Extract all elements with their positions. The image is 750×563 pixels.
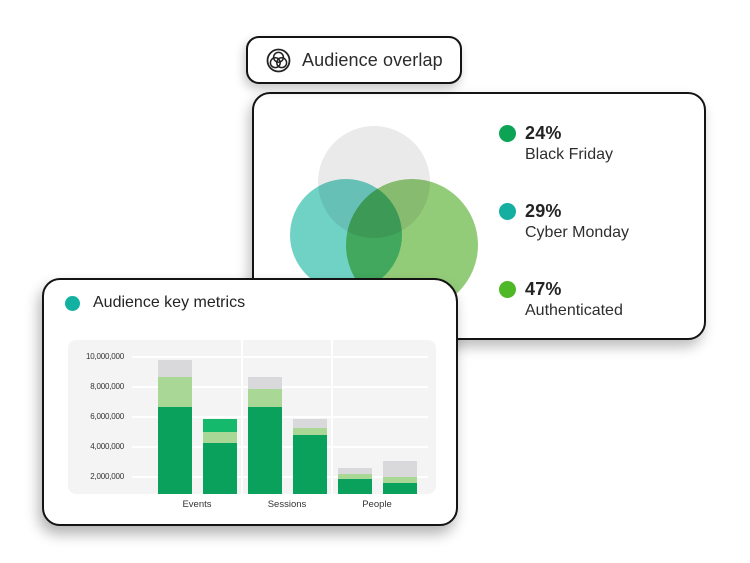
bar-segment: [247, 376, 282, 389]
bar-segment: [337, 478, 372, 494]
metrics-card-title: Audience key metrics: [93, 294, 246, 311]
category-group: [152, 340, 242, 494]
legend-item: 47% Authenticated: [499, 279, 629, 321]
venn-overlap-icon: [266, 48, 291, 72]
bar-segment: [247, 388, 282, 407]
legend-item: 29% Cyber Monday: [499, 201, 629, 243]
category-separator: [241, 340, 243, 494]
y-axis-label: 4,000,000: [90, 442, 124, 452]
stacked-bar-chart: 2,000,000 4,000,000 6,000,000 8,000,000 10,0…: [68, 340, 436, 494]
y-axis-label: 8,000,000: [90, 382, 124, 392]
stacked-bar: [382, 460, 417, 494]
audience-key-metrics-card: Audience key metrics 2,000,000 4,000,000 6…: [42, 278, 458, 526]
metrics-card-header: Audience key metrics: [65, 294, 245, 312]
legend-item: 24% Black Friday: [499, 123, 629, 165]
bar-segment: [202, 442, 237, 494]
legend-text: 24% Black Friday: [525, 123, 613, 165]
badge-label: Audience overlap: [302, 49, 443, 70]
category-separator: [331, 340, 333, 494]
bar-segment: [157, 406, 192, 494]
stacked-bar: [292, 418, 327, 494]
y-axis-label: 10,000,000: [85, 352, 124, 362]
bar-segment: [382, 483, 417, 494]
bar-segment: [157, 360, 192, 377]
bar-segment: [337, 474, 372, 479]
legend-percent: 24%: [525, 123, 562, 143]
x-axis-label: Events: [182, 499, 212, 510]
stacked-bar: [157, 360, 192, 494]
metrics-dot-icon: [65, 295, 80, 311]
y-axis-label: 2,000,000: [90, 472, 124, 482]
bar-segment: [247, 406, 282, 494]
gridline: [132, 356, 428, 359]
legend-label: Black Friday: [525, 146, 614, 163]
bar-segment: [292, 418, 327, 428]
legend-label: Authenticated: [525, 302, 623, 319]
x-axis-label: Sessions: [267, 499, 307, 510]
overlap-legend: 24% Black Friday 29% Cyber Monday 47% Authent…: [499, 123, 629, 321]
y-axis-label: 6,000,000: [90, 412, 124, 422]
bar-segment: [292, 427, 327, 436]
legend-percent: 29%: [525, 201, 562, 221]
bar-segment: [202, 418, 237, 433]
plot-area: [152, 340, 422, 494]
stacked-bar: [247, 376, 282, 494]
audience-overlap-badge[interactable]: Audience overlap: [246, 36, 462, 84]
bar-segment: [292, 435, 327, 494]
category-group: [242, 340, 332, 494]
bar-segment: [337, 468, 372, 475]
legend-percent: 47%: [525, 279, 562, 299]
legend-dot-icon: [499, 125, 516, 142]
stacked-bar: [337, 468, 372, 494]
bar-segment: [382, 460, 417, 478]
x-axis-label: People: [362, 499, 392, 510]
bar-segment: [202, 432, 237, 443]
stacked-bar: [202, 418, 237, 494]
bar-segment: [157, 376, 192, 407]
legend-text: 29% Cyber Monday: [525, 201, 629, 243]
legend-text: 47% Authenticated: [525, 279, 623, 321]
legend-dot-icon: [499, 281, 516, 298]
legend-label: Cyber Monday: [525, 224, 630, 241]
bar-segment: [382, 477, 417, 484]
legend-dot-icon: [499, 203, 516, 220]
category-group: [332, 340, 422, 494]
